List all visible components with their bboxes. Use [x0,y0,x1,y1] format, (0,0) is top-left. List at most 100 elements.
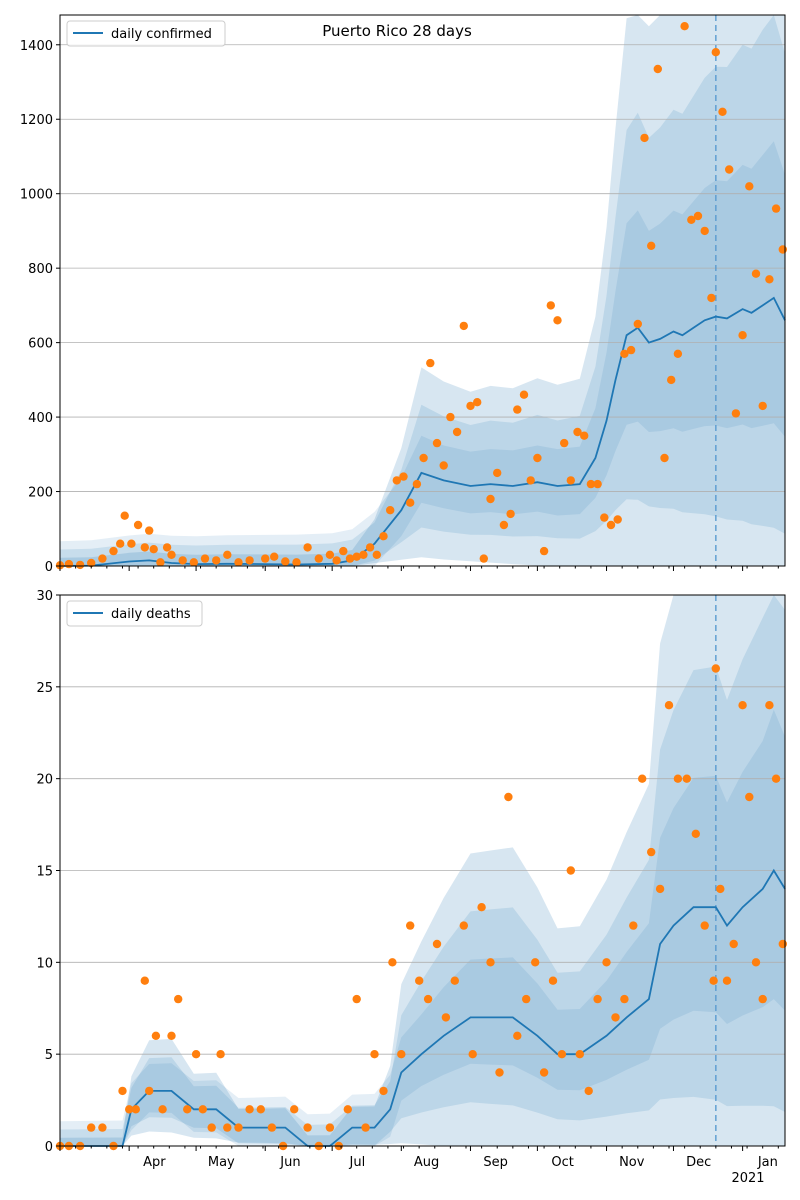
data-point [664,701,674,710]
data-point [738,331,747,340]
data-point [234,558,243,567]
data-point [647,847,656,857]
data-point [626,345,636,355]
data-point [140,543,149,552]
data-point [125,1105,134,1114]
x-year-label: 2021 [731,1171,764,1186]
data-point [379,532,388,541]
data-point [174,994,183,1004]
data-point [200,554,210,563]
data-point [700,226,709,236]
data-point [352,552,361,561]
data-point [584,1086,593,1096]
data-point [758,401,767,411]
data-point [522,994,531,1004]
y-tick-label: 5 [45,1048,53,1063]
data-point [261,554,270,563]
data-point [653,64,662,74]
x-tick-label: Oct [551,1155,573,1170]
data-point [167,550,176,559]
data-point [189,558,198,567]
data-point [292,558,301,567]
data-point [700,921,709,930]
data-point [270,552,279,561]
data-point [506,509,515,519]
data-point [711,664,720,673]
data-point [693,211,703,221]
data-point [771,774,781,783]
data-point [234,1123,243,1132]
x-tick-label: Jun [279,1155,300,1170]
data-point [365,543,375,552]
y-axis: 0 200 400 600 800 1000 1200 1400 [20,39,60,575]
data-point [526,476,535,485]
data-point [75,560,85,570]
data-point [245,556,254,565]
data-point [446,412,455,422]
data-point [655,884,665,894]
data-point [343,1105,352,1114]
data-point [87,558,96,568]
data-point [98,554,107,563]
data-point [386,506,395,515]
data-point [267,1123,277,1132]
data-point [633,319,642,329]
data-point [116,539,125,548]
data-point [361,1123,370,1132]
confidence-band [60,595,785,1146]
y-tick-label: 600 [28,337,53,352]
y-tick-label: 10 [36,956,53,971]
data-point [738,701,747,710]
data-point [459,921,468,930]
y-tick-label: 15 [36,865,53,880]
legend: daily confirmed [66,20,226,47]
data-point [499,520,509,530]
data-point [256,1105,265,1114]
confidence-band [60,141,785,566]
y-tick-label: 200 [28,486,53,501]
data-point [673,774,683,783]
data-point [745,792,754,802]
data-point [539,546,549,556]
data-point [64,559,74,569]
deaths-panel: 0 5 10 15 20 25 30 Apr May Jun Jul Aug Sep Oct Nov Dec… [36,589,787,1186]
data-point [432,939,442,949]
x-tick-label: Aug [414,1155,439,1170]
data-point [479,554,488,563]
data-point [314,554,323,563]
data-point [178,556,187,565]
data-point [397,1050,406,1059]
data-point [745,182,754,191]
y-tick-label: 25 [36,681,53,696]
legend-box [66,600,203,627]
data-point [680,22,689,31]
data-point [245,1105,254,1114]
data-point [539,1068,549,1077]
data-point [486,958,495,967]
data-point [765,701,774,710]
y-tick-label: 1200 [20,113,53,128]
x-tick-label: Sep [483,1155,508,1170]
data-point [660,453,669,463]
data-point [191,1050,201,1059]
data-point [339,546,348,556]
data-point [423,994,433,1004]
data-point [682,774,691,783]
data-point [412,479,422,489]
data-point [486,494,495,504]
data-point [640,133,649,143]
legend-label: daily confirmed [111,27,212,42]
data-point [580,431,589,440]
data-point [198,1105,207,1114]
confirmed-panel: 0 200 400 600 800 1000 1200 1400 Puerto Rico 28… [20,14,787,575]
data-point [281,557,290,566]
data-point [426,358,435,368]
x-tick-label: Dec [686,1155,711,1170]
data-point [145,526,154,535]
data-point [638,774,647,783]
data-point [450,976,459,985]
data-point [602,958,611,967]
data-point [133,520,143,530]
data-point [223,1123,232,1132]
